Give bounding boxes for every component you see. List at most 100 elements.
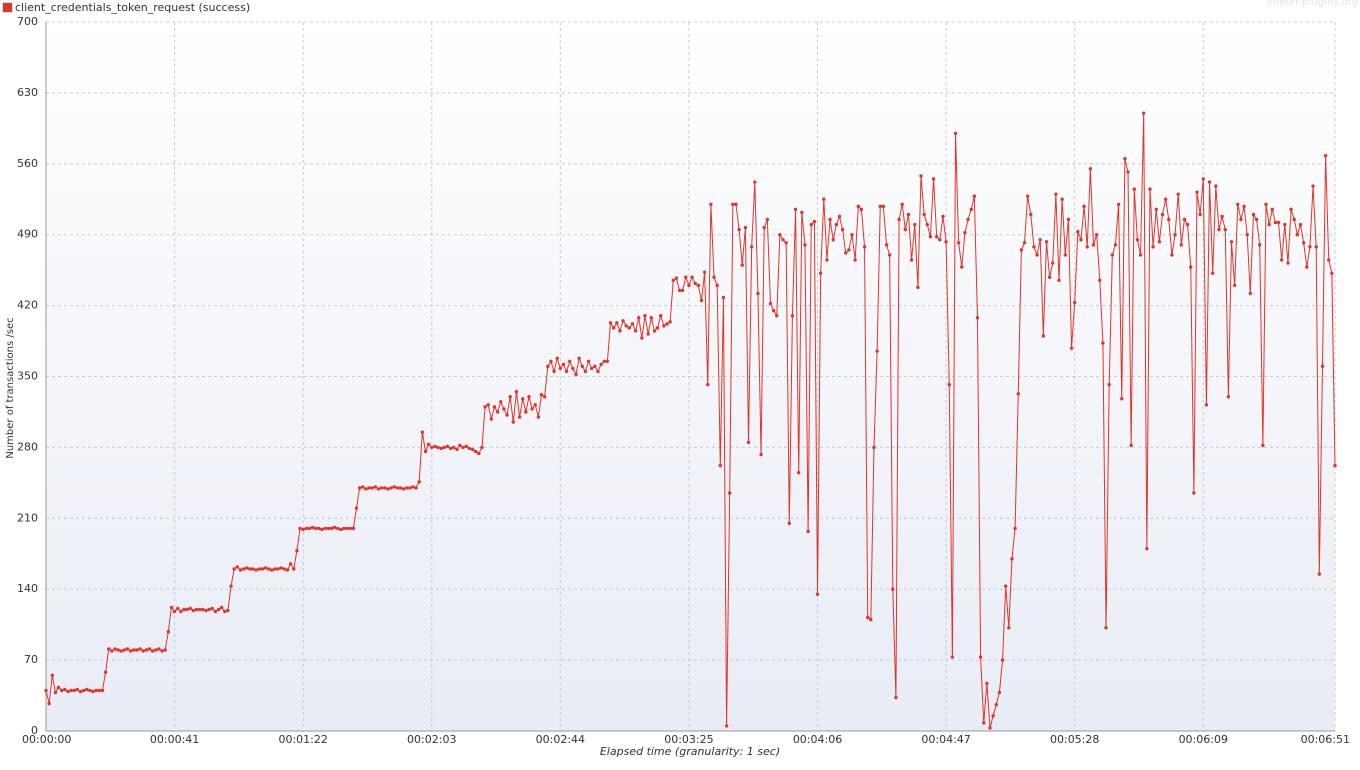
x-tick-label: 00:02:03 xyxy=(407,733,456,746)
data-point xyxy=(110,649,114,653)
data-point xyxy=(668,320,672,324)
data-point xyxy=(361,485,365,489)
data-point xyxy=(78,689,83,694)
data-point xyxy=(47,701,51,706)
data-point xyxy=(116,648,120,652)
data-point xyxy=(552,369,556,374)
data-point xyxy=(238,568,243,572)
data-point xyxy=(894,695,898,700)
data-point xyxy=(677,288,682,293)
data-point xyxy=(232,567,236,571)
data-point xyxy=(737,227,741,232)
data-point xyxy=(204,608,208,613)
data-point xyxy=(630,322,635,326)
data-point xyxy=(508,395,512,399)
data-point xyxy=(320,527,324,532)
data-point xyxy=(1198,212,1202,217)
data-point xyxy=(122,648,127,652)
data-point xyxy=(147,647,152,651)
data-point xyxy=(1292,217,1296,222)
legend-swatch xyxy=(2,2,13,13)
data-point xyxy=(1163,197,1168,201)
data-point xyxy=(426,442,431,447)
data-point xyxy=(442,445,447,450)
data-point xyxy=(213,609,218,614)
x-tick-label: 00:01:22 xyxy=(278,733,327,746)
data-point xyxy=(398,486,403,490)
data-point xyxy=(430,445,434,450)
data-point xyxy=(455,447,459,452)
data-point xyxy=(50,673,54,677)
data-point xyxy=(100,688,105,693)
data-point xyxy=(339,527,343,532)
data-point xyxy=(345,526,349,531)
data-point xyxy=(1301,241,1306,245)
data-point xyxy=(734,202,738,207)
data-point xyxy=(740,263,744,267)
data-point xyxy=(768,301,773,306)
data-point xyxy=(956,241,961,245)
data-point xyxy=(1217,227,1221,232)
data-point xyxy=(141,649,145,653)
data-point xyxy=(1035,253,1039,257)
data-point xyxy=(997,690,1002,695)
data-point xyxy=(1066,217,1071,222)
data-point xyxy=(88,688,92,693)
data-point xyxy=(809,222,813,227)
data-point xyxy=(301,527,305,532)
watermark: jmeter-plugins.org xyxy=(1265,0,1358,8)
data-point xyxy=(963,230,967,235)
data-point xyxy=(329,526,334,531)
data-point xyxy=(342,526,346,531)
data-point xyxy=(919,174,923,178)
data-point xyxy=(1320,364,1325,369)
data-point xyxy=(756,291,760,296)
data-point xyxy=(797,471,801,475)
data-point xyxy=(317,526,321,531)
data-point xyxy=(887,253,892,257)
data-point xyxy=(878,204,882,209)
data-point xyxy=(1185,222,1190,227)
data-point xyxy=(138,647,142,651)
data-point xyxy=(994,702,998,707)
data-point xyxy=(166,630,171,634)
data-point xyxy=(781,238,785,242)
data-point xyxy=(414,486,418,490)
data-point xyxy=(1151,245,1155,249)
data-point xyxy=(332,525,337,530)
data-point xyxy=(1330,271,1334,275)
data-point xyxy=(859,207,864,212)
data-point xyxy=(922,212,926,217)
data-point xyxy=(931,177,936,181)
data-point xyxy=(461,445,465,450)
data-point xyxy=(778,233,782,237)
data-point xyxy=(558,366,563,371)
data-point xyxy=(699,298,704,303)
data-point xyxy=(746,440,751,445)
data-point xyxy=(608,321,613,325)
data-point xyxy=(279,566,283,570)
data-point xyxy=(373,485,378,489)
data-point xyxy=(448,446,453,451)
data-point xyxy=(891,587,895,591)
x-tick-label: 00:03:25 xyxy=(664,733,713,746)
data-point xyxy=(292,567,296,571)
x-tick-label: 00:05:28 xyxy=(1050,733,1099,746)
data-point xyxy=(1010,557,1014,561)
data-point xyxy=(953,131,958,136)
data-point xyxy=(254,568,258,572)
data-point xyxy=(1129,443,1133,448)
data-point xyxy=(665,322,669,326)
data-point xyxy=(1276,220,1281,225)
data-point xyxy=(825,258,829,262)
data-point xyxy=(135,648,139,652)
data-point xyxy=(539,393,544,397)
y-tick-label: 560 xyxy=(17,157,38,170)
data-point xyxy=(436,445,440,450)
data-point xyxy=(348,526,352,531)
data-point xyxy=(433,444,437,449)
y-tick-label: 70 xyxy=(24,653,38,666)
data-point xyxy=(354,506,359,510)
data-point xyxy=(978,655,983,659)
